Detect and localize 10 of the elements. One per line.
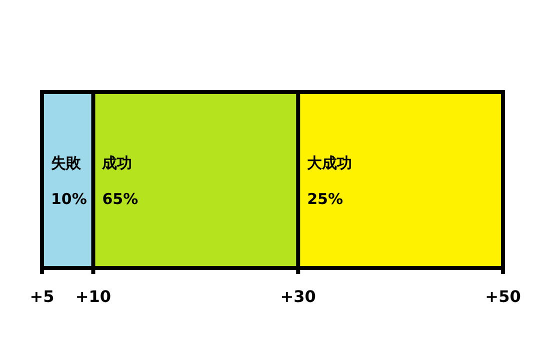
annotation: 65% xyxy=(102,190,138,208)
series-label: 失敗 xyxy=(51,154,82,172)
annotation: 25% xyxy=(307,190,344,208)
x-tick-label: +30 xyxy=(280,287,316,306)
x-tick-label: +50 xyxy=(485,287,521,306)
x-tick-label: +5 xyxy=(30,287,54,306)
series-label: 大成功 xyxy=(307,154,352,172)
series-label: 成功 xyxy=(101,154,132,172)
annotation: 10% xyxy=(51,190,87,208)
x-tick-label: +10 xyxy=(75,287,112,306)
